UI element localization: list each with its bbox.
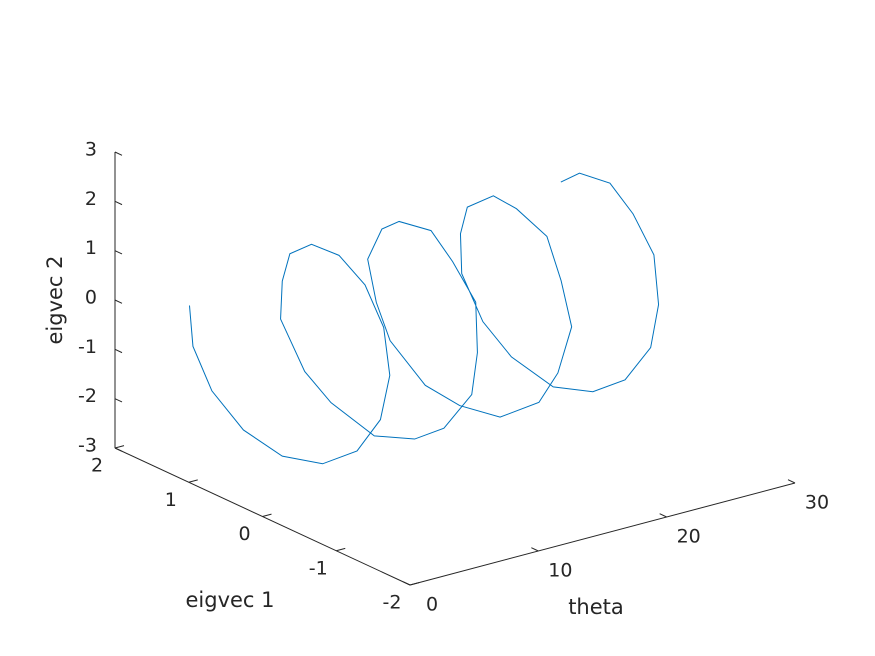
x-tick-label: 10	[548, 560, 572, 582]
y-tick	[336, 547, 346, 552]
z-tick-label: -2	[78, 385, 97, 407]
z-tick-label: 1	[85, 237, 97, 259]
y-tick	[409, 582, 420, 586]
data-line	[188, 172, 660, 465]
x-axis-label: theta	[568, 595, 624, 619]
z-tick-label: -1	[78, 336, 97, 358]
y-tick	[262, 513, 272, 517]
x-tick-label: 20	[677, 526, 701, 548]
z-tick	[114, 299, 123, 304]
z-tick-label: -3	[78, 435, 97, 457]
z-tick	[114, 151, 123, 156]
x-axis	[409, 482, 796, 586]
z-tick	[114, 200, 123, 206]
x-tick-label: 0	[426, 594, 438, 616]
z-axis-label: eigvec 2	[43, 255, 67, 344]
x-tick-label: 30	[805, 492, 829, 514]
z-tick	[114, 447, 123, 452]
z-tick	[114, 250, 123, 255]
y-tick-label: -1	[309, 557, 328, 579]
y-tick	[114, 445, 125, 449]
x-tick	[531, 547, 539, 552]
z-tick-label: 0	[85, 287, 97, 309]
z-tick-label: 2	[85, 188, 97, 210]
y-tick-label: 0	[238, 523, 250, 545]
x-tick	[659, 513, 667, 518]
y-tick-label: 2	[91, 455, 103, 477]
y-axis-label: eigvec 1	[185, 588, 274, 612]
x-tick	[787, 479, 796, 484]
y-tick-label: -2	[383, 592, 402, 614]
x-tick	[402, 581, 411, 586]
z-tick-label: 3	[85, 139, 97, 161]
y-tick	[188, 479, 198, 483]
z-tick	[114, 348, 123, 354]
z-tick	[114, 398, 123, 403]
y-tick-label: 1	[165, 489, 177, 511]
